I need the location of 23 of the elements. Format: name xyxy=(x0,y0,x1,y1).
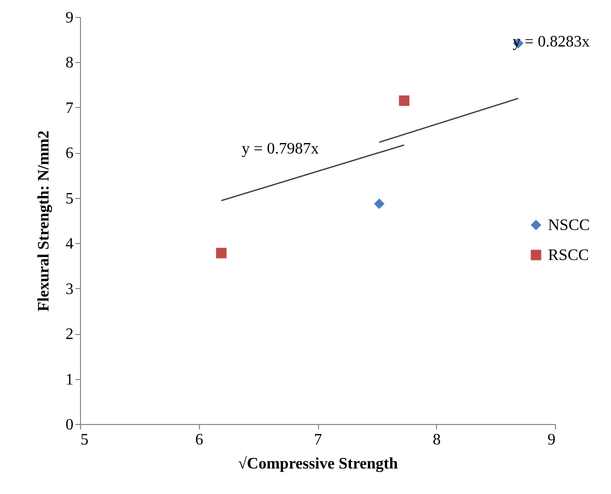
y-tick-label: 5 xyxy=(66,190,74,208)
annotation: y = 0.7987x xyxy=(242,140,319,158)
y-tick-label: 9 xyxy=(66,10,74,26)
y-tick-label: 8 xyxy=(66,54,74,72)
legend-label: RSCC xyxy=(548,247,589,264)
y-tick-label: 0 xyxy=(66,416,74,434)
x-tick-label: 6 xyxy=(195,432,204,448)
y-axis-title: Flexural Strength: N/mm2 xyxy=(36,130,52,312)
x-tick-label: 5 xyxy=(80,432,88,448)
point xyxy=(374,198,384,210)
y-tick-label: 7 xyxy=(66,100,74,117)
legend-label: NSCC xyxy=(548,217,590,234)
x-tick-label: 8 xyxy=(432,432,441,448)
x-axis-title: √Compressive Strength xyxy=(238,456,398,472)
y-tick-label: 3 xyxy=(66,280,74,298)
x-tick-label: 9 xyxy=(548,432,556,448)
point xyxy=(216,248,227,258)
y-tick-label: 6 xyxy=(66,145,74,162)
x-tick-label: 7 xyxy=(314,432,322,448)
y-tick-label: 2 xyxy=(66,326,74,344)
point xyxy=(398,95,410,106)
y-tick-label: 4 xyxy=(66,236,74,253)
y-tick-label: 1 xyxy=(66,371,74,388)
